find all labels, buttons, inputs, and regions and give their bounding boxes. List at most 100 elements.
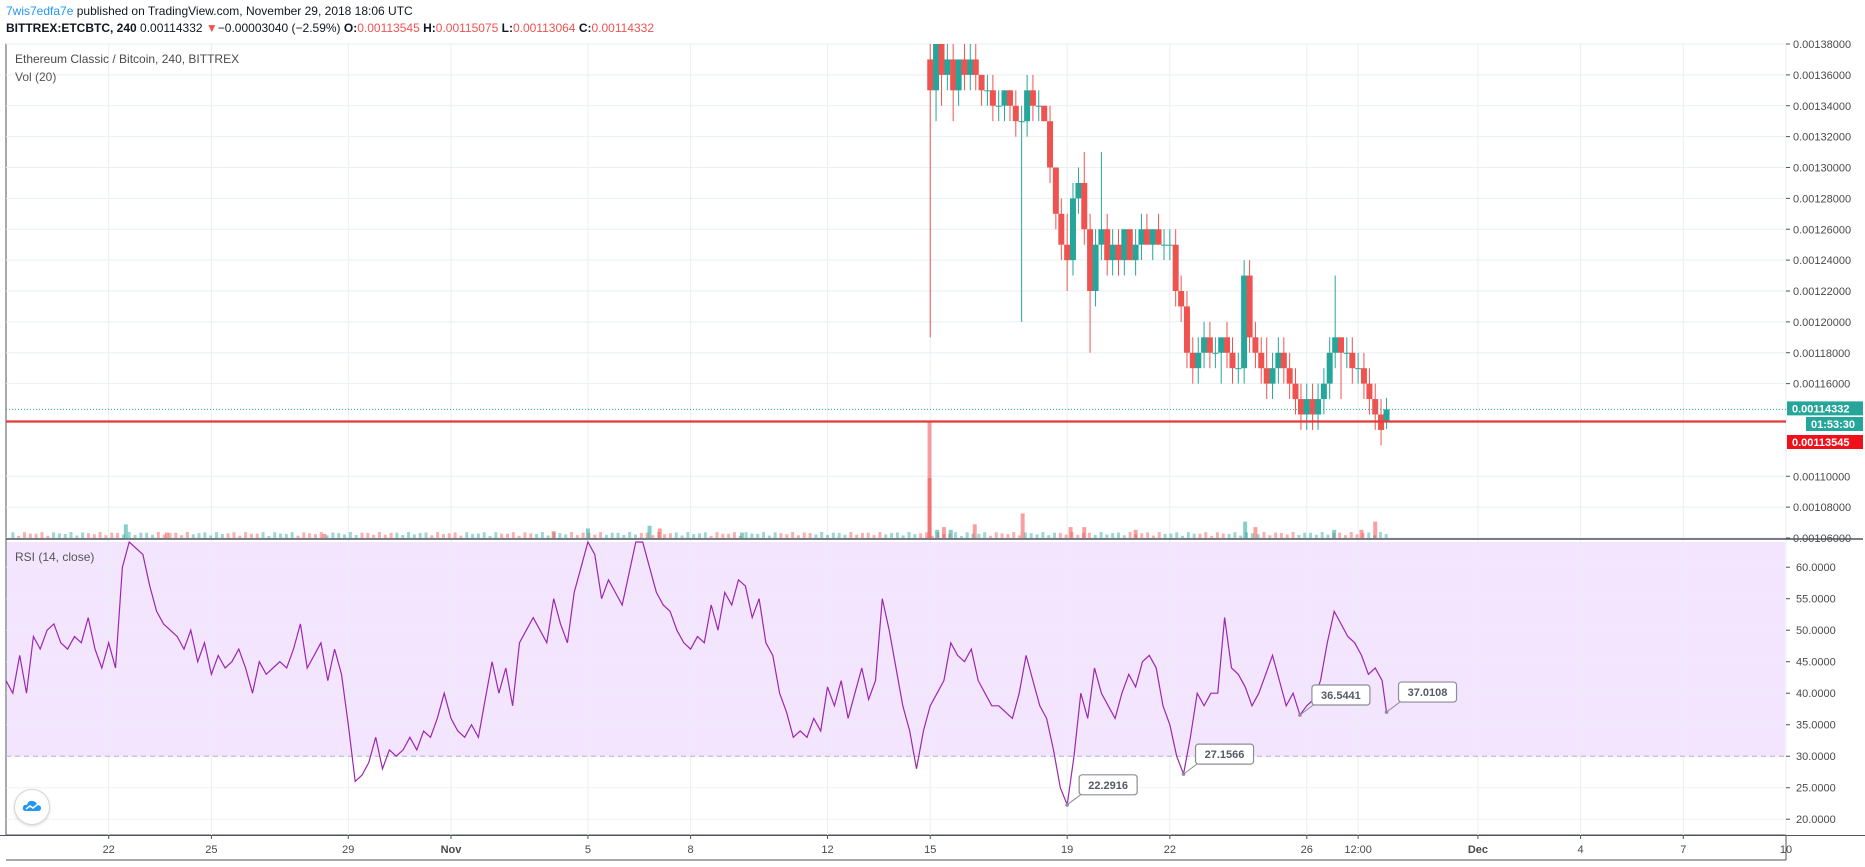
volume-bar — [203, 532, 207, 538]
candle — [1138, 213, 1145, 261]
volume-bar — [395, 532, 399, 538]
author-link[interactable]: 7wis7edfa7e — [6, 4, 74, 18]
candle — [1161, 229, 1168, 261]
candle — [1269, 352, 1276, 400]
rsi-callout: 36.5441 — [1298, 684, 1371, 717]
candle — [1286, 352, 1293, 400]
candle-body — [1366, 383, 1373, 400]
volume-bar — [1068, 527, 1073, 538]
candle — [1024, 74, 1031, 137]
volume-bar — [430, 535, 434, 538]
candle-body — [961, 59, 968, 75]
rsi-tick-label: 35.0000 — [1796, 720, 1836, 732]
time-tick-label: 5 — [585, 844, 591, 856]
volume-bar — [959, 535, 963, 538]
volume-bar — [1297, 534, 1301, 538]
volume-bar — [727, 533, 731, 538]
volume-bar — [156, 532, 160, 538]
candle-body — [1297, 399, 1304, 415]
candle-body — [1166, 244, 1173, 246]
volume-bar — [151, 534, 155, 538]
tradingview-logo-button[interactable] — [14, 789, 50, 825]
volume-bar — [110, 532, 114, 538]
candle — [1087, 213, 1094, 353]
volume-bar — [802, 532, 806, 538]
candle — [1149, 229, 1156, 261]
volume-bar — [692, 533, 696, 538]
volume-bar — [302, 532, 306, 538]
candle-body — [1132, 244, 1139, 261]
candle — [995, 90, 1002, 122]
volume-bar — [331, 532, 335, 538]
volume-bar — [139, 532, 143, 538]
volume-bar — [703, 532, 707, 538]
time-axis-border — [0, 835, 1865, 836]
candle-body — [1229, 352, 1236, 369]
volume-bar — [1355, 534, 1359, 538]
rsi-callout: 22.2916 — [1065, 774, 1138, 807]
volume-bar — [40, 532, 44, 538]
volume-bar — [22, 532, 26, 538]
volume-bar — [604, 534, 608, 538]
pane-title: Ethereum Classic / Bitcoin, 240, BITTREX — [15, 52, 240, 66]
candle — [1326, 337, 1333, 400]
volume-bar — [977, 533, 981, 538]
candle-body — [1320, 383, 1327, 400]
volume-bar — [1099, 532, 1103, 538]
volume-bar — [209, 535, 213, 538]
price-tick-label: 0.00118000 — [1793, 348, 1850, 360]
candle — [1263, 337, 1270, 400]
callout-text: 36.5441 — [1321, 690, 1361, 702]
candle — [1292, 368, 1299, 415]
high-label: H: — [423, 21, 436, 35]
rsi-tick-label: 25.0000 — [1796, 783, 1836, 795]
rsi-tick-label: 30.0000 — [1796, 751, 1836, 763]
time-tick-label: Dec — [1468, 844, 1488, 856]
volume-bar — [1076, 534, 1080, 538]
volume-bar — [1253, 527, 1258, 538]
volume-bar — [551, 531, 556, 538]
volume-bar — [322, 533, 327, 538]
callout-box — [1397, 681, 1458, 703]
candle — [978, 74, 985, 106]
candle-body — [1206, 337, 1213, 353]
candle-body — [927, 59, 934, 91]
candle — [1383, 397, 1390, 429]
candle-body — [1303, 399, 1310, 415]
candle — [1132, 229, 1139, 276]
volume-bar — [127, 532, 131, 538]
volume-bar — [1291, 532, 1295, 538]
volume-bar — [145, 532, 149, 538]
volume-bar — [750, 533, 754, 538]
volume-bar — [174, 532, 178, 538]
volume-bar — [564, 534, 568, 538]
rsi-tick-label: 20.0000 — [1796, 814, 1836, 826]
volume-bar — [104, 535, 108, 538]
volume-bar — [831, 532, 835, 538]
volume-bar — [92, 534, 96, 538]
time-tick-label: 22 — [103, 844, 115, 856]
volume-bar — [133, 534, 137, 538]
volume-bar — [319, 532, 323, 538]
candle-body — [1332, 337, 1339, 353]
volume-bar — [418, 533, 422, 538]
candle-body — [1064, 244, 1071, 261]
volume-bar — [935, 529, 940, 538]
volume-bar — [1221, 533, 1225, 538]
candle-body — [1189, 352, 1196, 369]
candle-body — [938, 44, 945, 75]
candle-body — [1098, 229, 1105, 245]
candle — [1229, 337, 1236, 384]
candle — [1183, 291, 1190, 369]
candle — [1047, 105, 1054, 183]
candle-body — [1092, 244, 1099, 291]
volume-bar — [1198, 533, 1202, 538]
volume-bar — [1367, 532, 1371, 538]
volume-bar — [164, 532, 169, 538]
volume-bar — [1082, 527, 1087, 538]
callout-dot — [1065, 803, 1069, 807]
symbol-name[interactable]: BITTREX:ETCBTC, 240 — [6, 21, 137, 35]
volume-bar — [645, 532, 649, 538]
volume-bar — [610, 532, 614, 538]
